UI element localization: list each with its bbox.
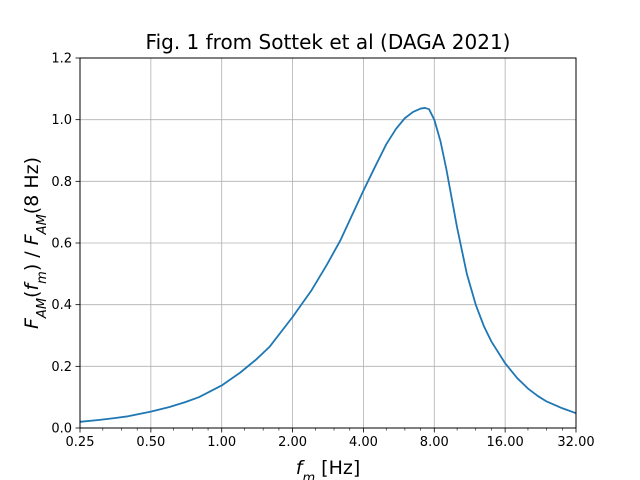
x-tick-label: 2.00 [278, 435, 307, 450]
x-tick-label: 0.25 [66, 435, 95, 450]
y-tick-label: 0.8 [51, 175, 72, 190]
x-tick-label: 0.50 [136, 435, 165, 450]
y-tick-label: 0.0 [51, 422, 72, 437]
x-tick-label: 1.00 [207, 435, 236, 450]
x-tick-label: 32.00 [557, 435, 594, 450]
y-tick-label: 0.2 [51, 360, 72, 375]
y-tick-label: 1.2 [51, 52, 72, 67]
y-axis-label: FAM(fm) / FAM(8 Hz) [21, 157, 50, 329]
y-tick-label: 0.6 [51, 237, 72, 252]
x-tick-label: 4.00 [349, 435, 378, 450]
x-tick-label: 16.00 [487, 435, 524, 450]
chart-title: Fig. 1 from Sottek et al (DAGA 2021) [146, 30, 511, 54]
y-tick-label: 0.4 [51, 298, 72, 313]
series-layer [79, 107, 577, 423]
x-axis-ticks: 0.25 0.50 1.00 2.00 4.00 8.00 16.00 32.00 [66, 428, 595, 450]
y-tick-label: 1.0 [51, 113, 72, 128]
x-tick-label: 8.00 [420, 435, 449, 450]
y-axis-ticks: 0.0 0.2 0.4 0.6 0.8 1.0 1.2 [51, 52, 80, 437]
series-line-0 [79, 107, 577, 423]
x-axis-label: fm [Hz] [296, 457, 361, 480]
